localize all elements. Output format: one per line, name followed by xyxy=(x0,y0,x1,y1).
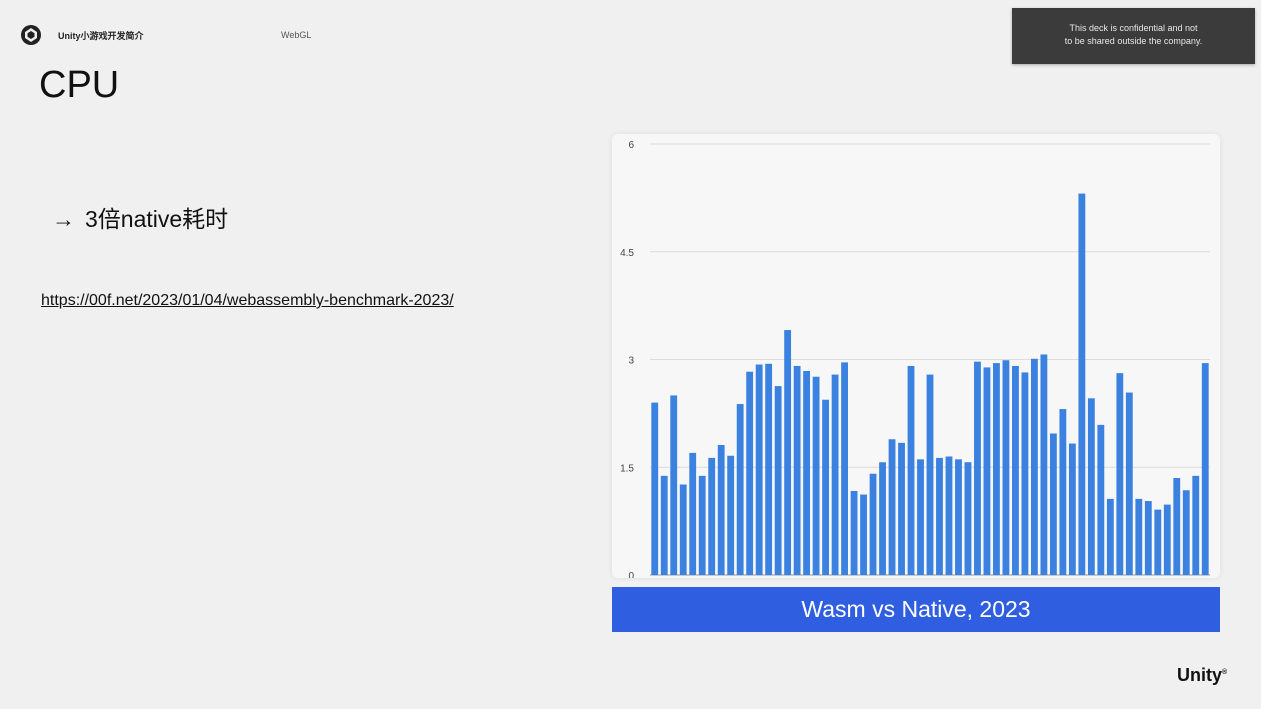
chart-bar xyxy=(907,365,915,575)
chart-bar xyxy=(774,386,782,575)
chart-bar xyxy=(1144,501,1152,575)
chart-bar xyxy=(1002,360,1010,575)
chart-bar xyxy=(888,439,896,575)
bullet-text: 3倍native耗时 xyxy=(85,206,229,232)
chart-bar xyxy=(945,456,953,575)
chart-bar xyxy=(879,462,886,575)
chart-bar xyxy=(917,459,924,575)
chart-bar xyxy=(784,330,792,575)
chart-bar xyxy=(1173,478,1181,575)
chart-bar xyxy=(1012,365,1019,575)
notice-line-2: to be shared outside the company. xyxy=(1064,36,1203,46)
chart-bar xyxy=(755,364,763,575)
y-tick-label: 1.5 xyxy=(620,463,634,474)
chart-bar xyxy=(1040,354,1048,575)
chart-bar xyxy=(689,452,697,575)
chart-bar xyxy=(898,442,905,575)
y-tick-label: 4.5 xyxy=(620,248,634,259)
unity-brand: Unity® xyxy=(1177,665,1227,686)
chart-panel: 0 1.5 3 4.5 6 xyxy=(612,134,1220,578)
unity-logo-icon xyxy=(21,25,41,45)
y-tick-label: 3 xyxy=(628,356,634,367)
chart-bar xyxy=(860,494,867,575)
y-tick-label: 6 xyxy=(628,140,634,151)
chart-bar xyxy=(822,399,830,575)
chart-bar xyxy=(746,371,754,575)
chart-bar xyxy=(936,457,943,575)
chart-bar xyxy=(1049,433,1057,575)
bar-chart: 0 1.5 3 4.5 6 xyxy=(620,140,1210,578)
chart-bar xyxy=(708,457,716,575)
chart-caption: Wasm vs Native, 2023 xyxy=(612,587,1220,632)
chart-bar xyxy=(1059,409,1067,575)
chart-bar xyxy=(983,367,991,575)
chart-bar xyxy=(698,475,706,575)
chart-bar xyxy=(1182,490,1190,575)
chart-bar xyxy=(660,475,668,575)
chart-bar xyxy=(727,455,735,575)
chart-bar xyxy=(1068,443,1076,575)
confidential-notice: This deck is confidential and not to be … xyxy=(1012,8,1255,64)
chart-bar xyxy=(651,402,659,575)
chart-bar xyxy=(841,362,848,575)
chart-bar xyxy=(803,370,811,575)
chart-bar xyxy=(736,404,744,575)
deck-title: Unity小游戏开发简介 xyxy=(58,31,144,41)
chart-bar xyxy=(926,374,934,575)
chart-bar xyxy=(1097,424,1105,575)
brand-text: Unity xyxy=(1177,665,1222,685)
chart-bar xyxy=(679,484,687,575)
chart-bar xyxy=(812,376,820,575)
chart-bar xyxy=(974,361,981,575)
chart-bar xyxy=(1116,373,1124,575)
chart-bar xyxy=(717,444,725,575)
brand-mark: ® xyxy=(1222,669,1228,676)
chart-bar xyxy=(964,462,972,575)
chart-bar xyxy=(869,473,877,575)
chart-bar xyxy=(1021,372,1029,575)
chart-bar xyxy=(850,490,858,575)
chart-bar xyxy=(1201,363,1209,575)
chart-bar xyxy=(1078,193,1086,575)
chart-bar xyxy=(1154,509,1162,575)
section-label: WebGL xyxy=(281,30,312,40)
notice-line-1: This deck is confidential and not xyxy=(1069,23,1198,33)
chart-bar xyxy=(793,365,801,575)
chart-bar xyxy=(1135,498,1143,575)
chart-bar xyxy=(670,395,678,575)
slide-title: CPU xyxy=(39,64,120,106)
chart-bar xyxy=(1087,398,1095,575)
chart-bar xyxy=(1125,392,1133,575)
chart-bar xyxy=(765,363,773,575)
chart-bar xyxy=(1106,498,1114,575)
chart-bar xyxy=(1030,358,1038,575)
chart-bar xyxy=(993,363,1000,575)
bullet-point: → 3倍native耗时 xyxy=(52,200,228,234)
chart-bar xyxy=(955,459,962,575)
arrow-icon: → xyxy=(52,206,75,232)
chart-bar xyxy=(1163,504,1171,575)
chart-bar xyxy=(831,374,839,575)
benchmark-link[interactable]: https://00f.net/2023/01/04/webassembly-b… xyxy=(41,292,454,309)
y-tick-label: 0 xyxy=(628,571,634,578)
chart-bar xyxy=(1192,475,1200,575)
